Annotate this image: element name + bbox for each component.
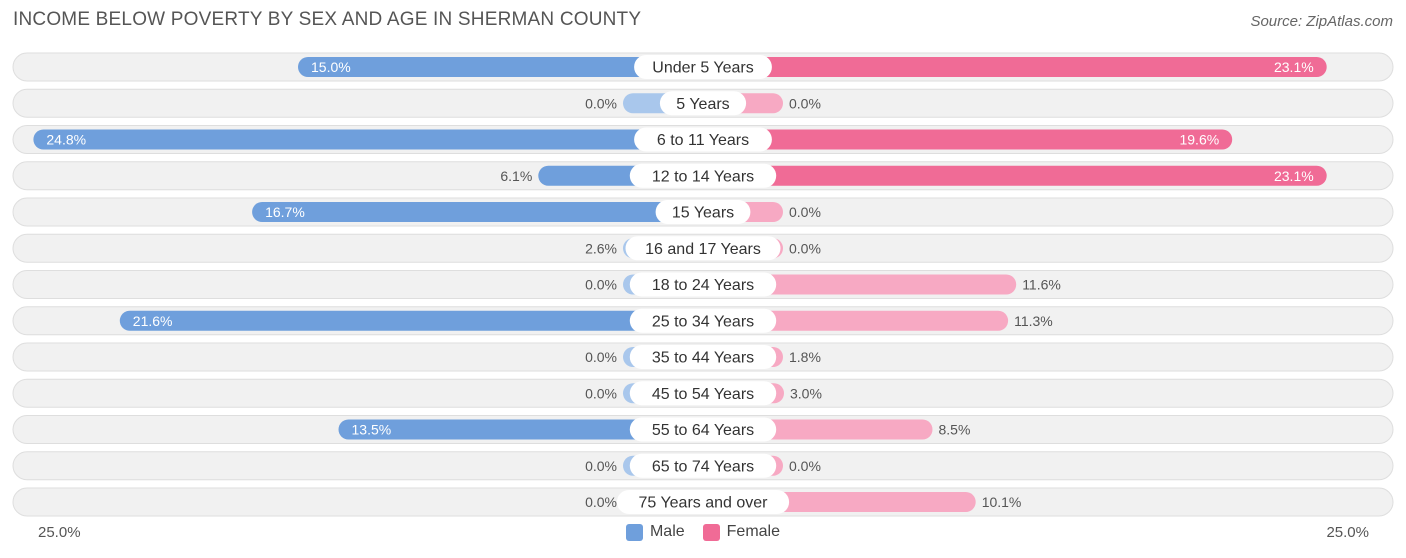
axis-label-right: 25.0%: [1326, 524, 1369, 541]
label-female-5-years: 0.0%: [789, 95, 821, 111]
label-female-35-to-44-years: 1.8%: [789, 349, 821, 365]
category-label-65-to-74-years: 65 to 74 Years: [652, 458, 754, 475]
bar-female-25-to-34-years: [703, 310, 1009, 331]
category-pill-35-to-44-years: [629, 345, 777, 369]
label-male-6-to-11-years: 24.8%: [46, 132, 86, 148]
category-label-18-to-24-years: 18 to 24 Years: [652, 277, 754, 294]
category-pill-45-to-54-years: [629, 381, 777, 406]
label-male-under-5-years: 15.0%: [311, 59, 351, 75]
category-pill-5-years: [659, 91, 747, 116]
category-label-55-to-64-years: 55 to 64 Years: [652, 422, 754, 439]
bar-female-12-to-14-years: [703, 165, 1327, 186]
bar-male-25-to-34-years: [119, 310, 704, 331]
label-male-25-to-34-years: 21.6%: [133, 313, 173, 329]
label-male-65-to-74-years: 0.0%: [585, 458, 617, 474]
category-label-5-years: 5 Years: [676, 96, 729, 113]
label-male-35-to-44-years: 0.0%: [585, 349, 617, 365]
bar-female-under-5-years: [703, 57, 1327, 77]
category-label-16-and-17-years: 16 and 17 Years: [645, 241, 761, 258]
category-label-6-to-11-years: 6 to 11 Years: [657, 132, 749, 149]
bar-male-15-years: [252, 202, 703, 222]
category-pill-65-to-74-years: [629, 453, 777, 478]
source-label: Source: ZipAtlas.com: [1250, 13, 1393, 30]
label-female-65-to-74-years: 0.0%: [789, 458, 821, 474]
category-pill-12-to-14-years: [629, 163, 777, 188]
category-label-under-5-years: Under 5 Years: [652, 60, 753, 77]
category-label-35-to-44-years: 35 to 44 Years: [652, 350, 754, 367]
legend-swatch-female: [702, 523, 720, 541]
category-label-12-to-14-years: 12 to 14 Years: [652, 168, 754, 185]
category-label-45-to-54-years: 45 to 54 Years: [652, 386, 754, 403]
bar-female-6-to-11-years: [703, 129, 1233, 150]
chart-title: INCOME BELOW POVERTY BY SEX AND AGE IN S…: [13, 9, 642, 30]
label-male-15-years: 16.7%: [265, 204, 305, 220]
label-female-12-to-14-years: 23.1%: [1274, 168, 1314, 184]
label-female-45-to-54-years: 3.0%: [790, 385, 822, 401]
category-pill-75-years-and-over: [616, 490, 790, 514]
category-label-15-years: 15 Years: [672, 205, 734, 222]
label-female-under-5-years: 23.1%: [1274, 59, 1314, 75]
category-pill-under-5-years: [634, 55, 772, 79]
category-pill-15-years: [655, 200, 751, 224]
axis-label-left: 25.0%: [38, 524, 81, 541]
bar-male-6-to-11-years: [33, 129, 703, 150]
label-male-5-years: 0.0%: [585, 95, 617, 111]
label-female-55-to-64-years: 8.5%: [939, 422, 971, 438]
label-male-18-to-24-years: 0.0%: [585, 277, 617, 293]
label-female-75-years-and-over: 10.1%: [982, 494, 1022, 510]
category-pill-55-to-64-years: [629, 417, 777, 442]
category-label-75-years-and-over: 75 Years and over: [639, 495, 769, 512]
legend: Male Female: [0, 523, 1406, 541]
bar-female-18-to-24-years: [703, 274, 1017, 295]
label-female-16-and-17-years: 0.0%: [789, 240, 821, 256]
category-pill-25-to-34-years: [629, 308, 777, 333]
legend-item-male[interactable]: Male: [625, 523, 685, 541]
chart-svg: 15.0% 23.1% Under 5 Years 0.0% 0.0% 5 Years 24…: [12, 52, 1394, 517]
label-male-55-to-64-years: 13.5%: [352, 422, 392, 438]
category-pill-6-to-11-years: [634, 127, 772, 152]
label-male-45-to-54-years: 0.0%: [585, 385, 617, 401]
category-pill-16-and-17-years: [625, 236, 781, 261]
category-label-25-to-34-years: 25 to 34 Years: [652, 313, 754, 330]
label-female-25-to-34-years: 11.3%: [1014, 313, 1053, 329]
label-female-18-to-24-years: 11.6%: [1022, 277, 1061, 293]
bar-male-55-to-64-years: [338, 419, 703, 440]
label-male-16-and-17-years: 2.6%: [585, 240, 617, 256]
legend-swatch-male: [625, 523, 643, 541]
label-male-75-years-and-over: 0.0%: [585, 494, 617, 510]
legend-item-female[interactable]: Female: [702, 523, 781, 541]
label-male-12-to-14-years: 6.1%: [500, 168, 532, 184]
category-pill-18-to-24-years: [629, 272, 777, 297]
legend-label-male: Male: [649, 523, 685, 540]
bar-male-under-5-years: [298, 57, 703, 77]
label-female-6-to-11-years: 19.6%: [1179, 132, 1219, 148]
legend-label-female: Female: [726, 523, 781, 540]
label-female-15-years: 0.0%: [789, 204, 821, 220]
